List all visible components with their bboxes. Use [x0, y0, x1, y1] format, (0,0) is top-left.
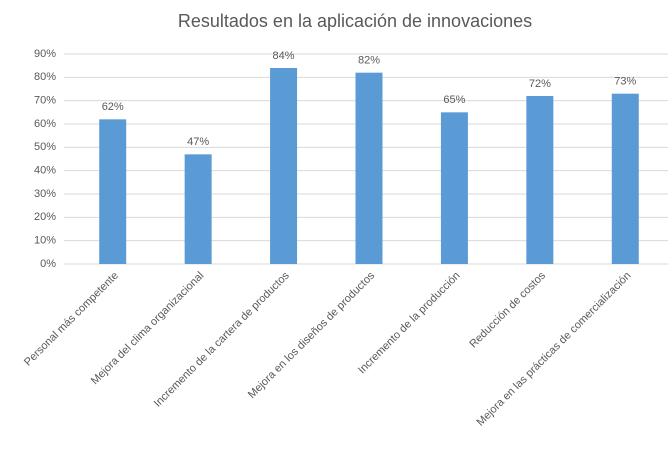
- y-tick-label: 40%: [34, 165, 56, 177]
- data-label: 47%: [187, 136, 209, 148]
- data-label: 84%: [273, 50, 295, 62]
- data-label: 62%: [102, 101, 124, 113]
- x-tick-label: Mejora en las prácticas de comercializac…: [475, 270, 634, 429]
- x-tick-label: Personal más competente: [22, 270, 121, 369]
- bar: [611, 93, 639, 265]
- y-tick-label: 20%: [34, 211, 56, 223]
- bar: [270, 68, 298, 264]
- bar: [526, 96, 554, 264]
- data-label: 72%: [529, 78, 551, 90]
- chart-title: Resultados en la aplicación de innovacio…: [178, 11, 532, 31]
- y-tick-label: 50%: [34, 141, 56, 153]
- y-tick-label: 80%: [34, 71, 56, 83]
- bar: [355, 72, 383, 265]
- data-label: 73%: [614, 76, 636, 88]
- y-tick-label: 60%: [34, 118, 56, 130]
- bar: [184, 154, 212, 264]
- x-tick-label: Incremento de la producción: [356, 270, 463, 377]
- data-label: 65%: [443, 94, 465, 106]
- bar: [99, 119, 127, 264]
- data-label: 82%: [358, 55, 380, 67]
- y-tick-label: 0%: [40, 258, 56, 270]
- bar: [440, 112, 468, 264]
- y-tick-label: 30%: [34, 188, 56, 200]
- x-tick-label: Reducción de costos: [467, 269, 548, 350]
- y-tick-label: 70%: [34, 95, 56, 107]
- y-tick-label: 10%: [34, 235, 56, 247]
- x-tick-label: Incremento de la cartera de productos: [152, 269, 292, 409]
- y-tick-label: 90%: [34, 48, 56, 60]
